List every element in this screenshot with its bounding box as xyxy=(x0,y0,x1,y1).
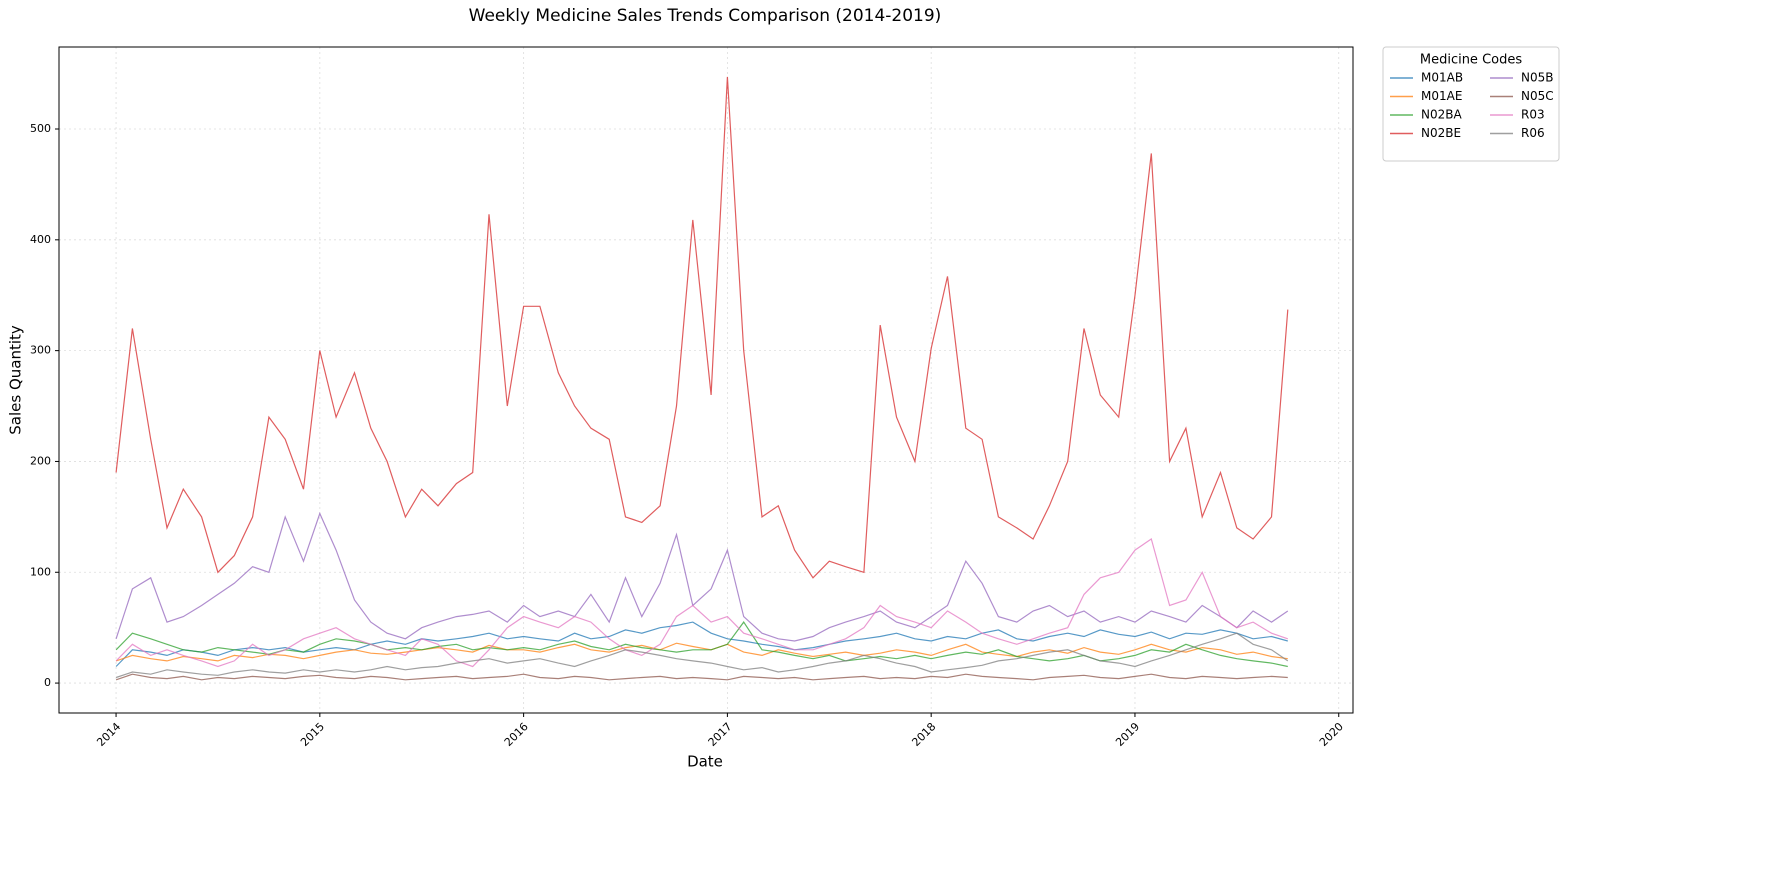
x-tick-label: 2017 xyxy=(706,720,735,749)
legend-box xyxy=(1382,46,1560,162)
plot-frame xyxy=(58,46,1354,714)
series-line xyxy=(115,511,1289,642)
legend-label: R03 xyxy=(1521,108,1545,122)
x-tick-label: 2019 xyxy=(1113,720,1142,749)
x-tick-label: 2014 xyxy=(94,720,123,749)
legend-label: N02BE xyxy=(1421,126,1461,140)
x-tick-label: 2018 xyxy=(909,720,938,749)
legend-title: Medicine Codes xyxy=(1420,53,1522,68)
x-tick-label: 2020 xyxy=(1317,720,1346,749)
x-tick-label: 2015 xyxy=(298,720,327,749)
y-axis-label: Sales Quantity xyxy=(7,325,25,435)
series-line xyxy=(115,632,1289,679)
x-tick-label: 2016 xyxy=(502,720,531,749)
series-line xyxy=(115,621,1288,667)
x-axis-label: Date xyxy=(687,753,723,771)
y-tick-label: 0 xyxy=(44,676,51,689)
series-line xyxy=(115,76,1289,579)
series-line xyxy=(115,673,1288,681)
y-tick-label: 200 xyxy=(30,454,51,467)
chart-title: Weekly Medicine Sales Trends Comparison … xyxy=(469,6,942,26)
legend-label: N02BA xyxy=(1421,108,1462,122)
series-line xyxy=(115,642,1288,662)
legend-label: M01AB xyxy=(1421,71,1463,85)
y-tick-label: 300 xyxy=(30,344,51,357)
legend-label: M01AE xyxy=(1421,89,1462,103)
legend-label: N05C xyxy=(1521,89,1554,103)
y-tick-label: 100 xyxy=(30,565,51,578)
y-tick-label: 500 xyxy=(30,122,51,135)
series-line xyxy=(115,538,1288,668)
legend-label: R06 xyxy=(1521,126,1545,140)
series-line xyxy=(115,621,1288,668)
legend-label: N05B xyxy=(1521,71,1553,85)
y-tick-label: 400 xyxy=(30,233,51,246)
